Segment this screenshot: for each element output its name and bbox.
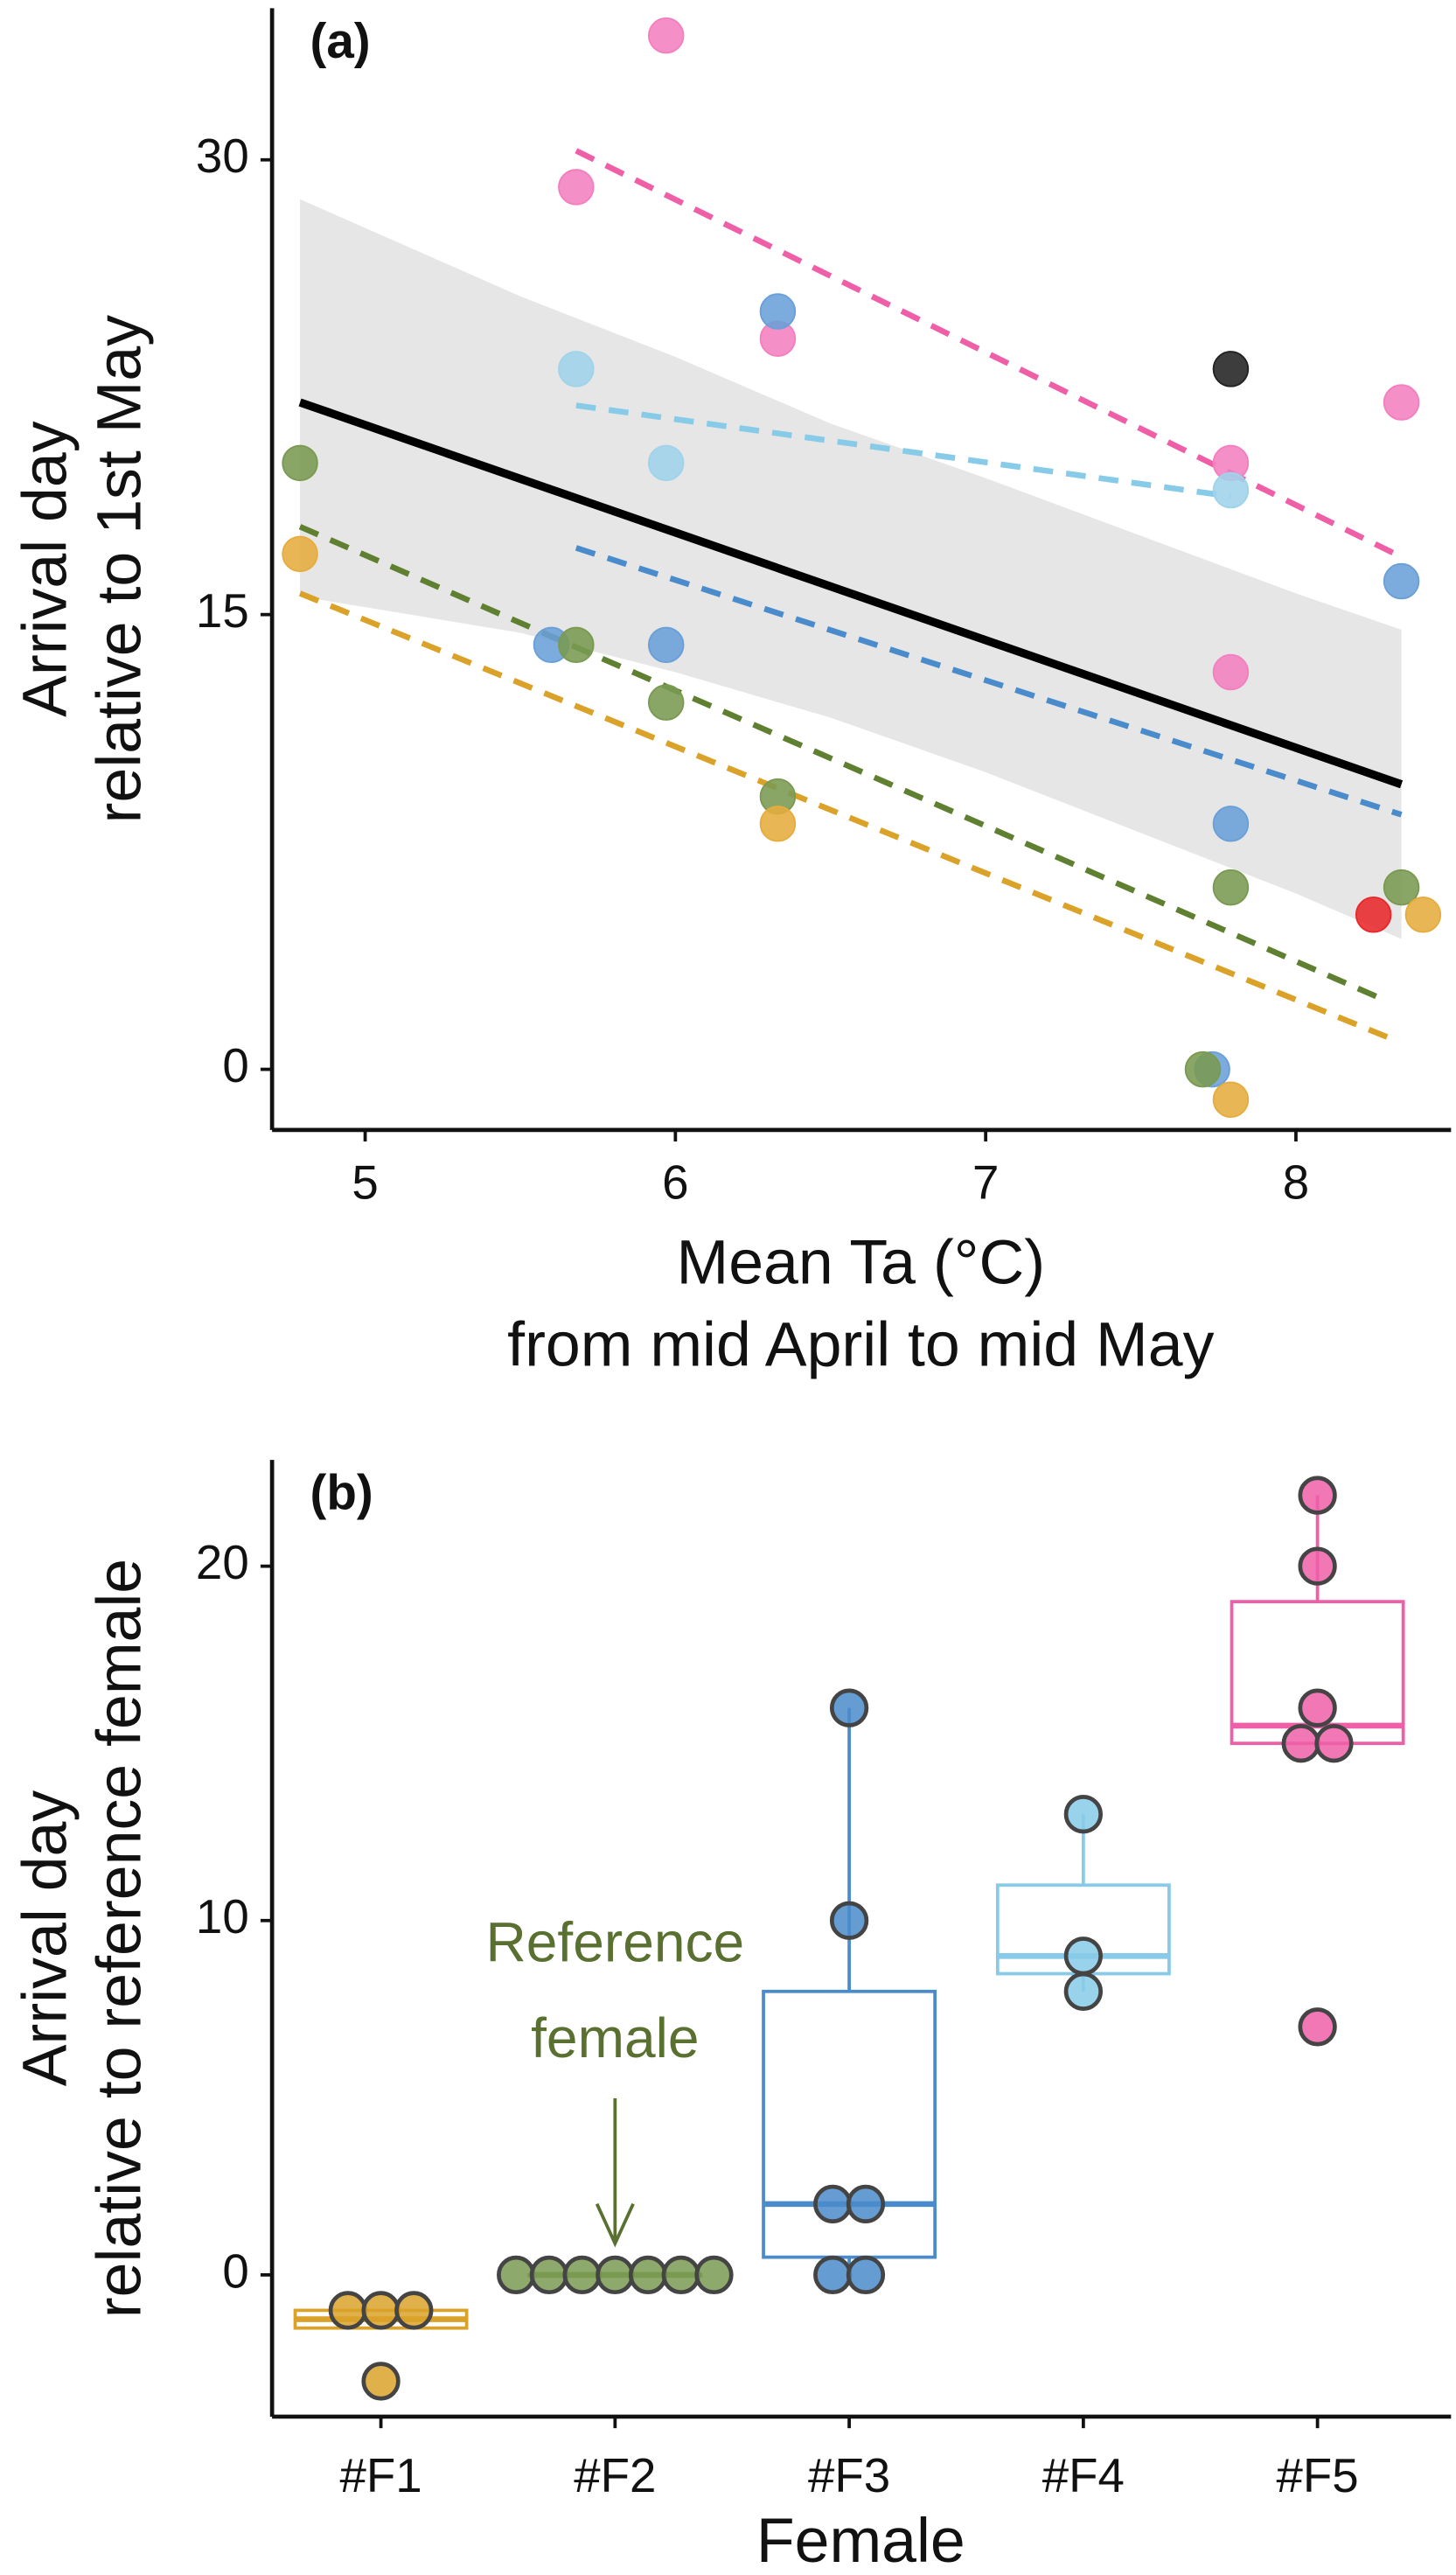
point (1212, 471, 1250, 509)
point (558, 351, 595, 387)
y-tick-label: 20 (196, 1535, 249, 1589)
x-tick-label: 7 (972, 1155, 999, 1209)
x-tick-label: #F1 (339, 2448, 421, 2502)
point (829, 1688, 869, 1727)
point (1063, 1971, 1104, 2011)
x-tick-label: 8 (1283, 1155, 1309, 1209)
point (361, 2291, 401, 2330)
fit-line (575, 402, 1231, 499)
point (1383, 384, 1420, 421)
y-tick-label: 15 (196, 583, 249, 638)
y-tick-label: 0 (222, 2244, 248, 2298)
point (558, 169, 595, 206)
point (1184, 1050, 1222, 1088)
point (1063, 1795, 1104, 1834)
point (661, 2255, 700, 2295)
y-axis-title: Arrival day (10, 421, 80, 717)
panel-label: (b) (310, 1465, 373, 1520)
point (1383, 869, 1420, 906)
point (1281, 1724, 1320, 1763)
y-tick-label: 30 (196, 129, 249, 183)
annotation: female (531, 2006, 699, 2069)
point (759, 806, 797, 842)
x-tick-label: #F3 (808, 2448, 890, 2502)
point (813, 2255, 853, 2295)
point (1383, 562, 1420, 600)
point (1404, 897, 1442, 933)
point (846, 2255, 886, 2295)
point (1298, 2007, 1337, 2047)
y-tick-label: 10 (196, 1889, 249, 1943)
point (596, 2255, 635, 2295)
x-tick-label: 5 (352, 1155, 378, 1209)
point (328, 2291, 368, 2330)
point (1298, 1546, 1337, 1586)
x-axis-title: Mean Ta (°C) (677, 1227, 1046, 1297)
point (813, 2184, 853, 2224)
y-axis-title: relative to reference female (84, 1559, 154, 2318)
annotation-arrowhead (595, 2202, 635, 2248)
point (694, 2255, 734, 2295)
point (558, 626, 595, 664)
panel-label: (a) (310, 13, 370, 68)
point (1212, 653, 1250, 691)
point (647, 444, 685, 482)
point (1212, 1081, 1250, 1118)
point (361, 2362, 401, 2401)
point (1298, 1688, 1337, 1727)
x-tick-label: #F2 (574, 2448, 656, 2502)
point (394, 2291, 434, 2330)
point (628, 2255, 668, 2295)
point (529, 2255, 569, 2295)
point (846, 2184, 886, 2224)
point (1212, 351, 1250, 387)
y-axis-title: relative to 1st May (84, 315, 154, 824)
point (829, 1901, 869, 1940)
point (759, 293, 797, 330)
point (1298, 1476, 1337, 1515)
x-axis-title: Female (756, 2506, 965, 2575)
fit-line (575, 545, 1403, 818)
point (1212, 869, 1250, 906)
x-tick-label: #F4 (1042, 2448, 1125, 2502)
y-axis-title: Arrival day (10, 1790, 80, 2087)
point (1212, 806, 1250, 842)
point (497, 2255, 536, 2295)
x-tick-label: 6 (662, 1155, 688, 1209)
point (1314, 1724, 1354, 1763)
point (282, 535, 318, 573)
fit-line (575, 148, 1404, 560)
point (647, 684, 685, 721)
annotation: Reference (485, 1910, 744, 1973)
point (1063, 1936, 1104, 1976)
x-axis-title: from mid April to mid May (507, 1310, 1214, 1380)
y-tick-label: 0 (222, 1038, 248, 1092)
point (282, 444, 318, 482)
overall-fit-line (298, 398, 1404, 789)
point (647, 17, 685, 54)
x-tick-label: #F5 (1277, 2448, 1359, 2502)
point (562, 2255, 602, 2295)
point (1355, 897, 1392, 933)
box (762, 1989, 937, 2259)
point (647, 626, 685, 664)
